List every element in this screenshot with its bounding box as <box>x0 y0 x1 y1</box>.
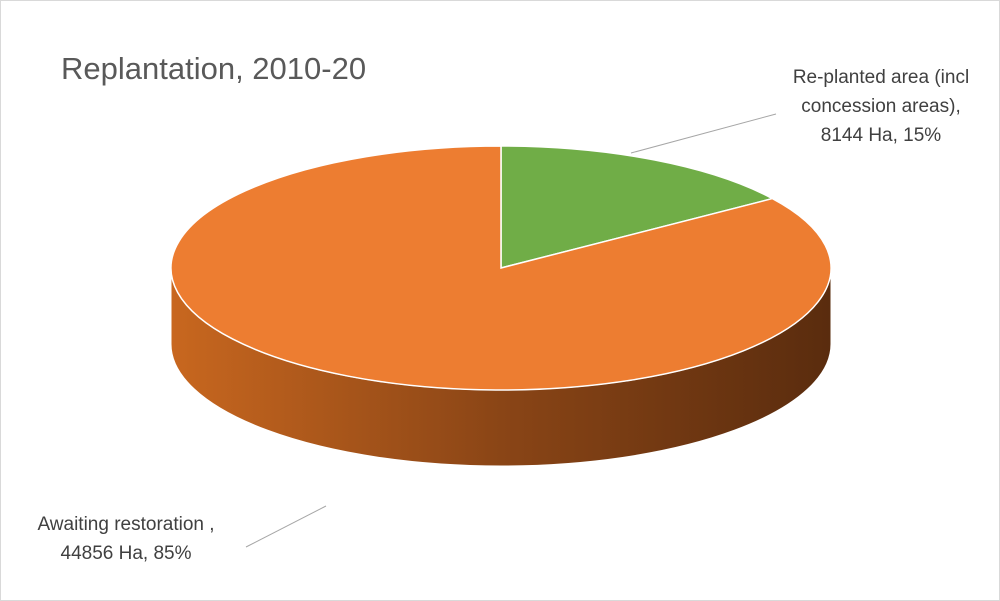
data-label: Awaiting restoration , 44856 Ha, 85% <box>6 510 246 568</box>
leader-line <box>245 505 327 548</box>
pie-slice <box>500 145 775 269</box>
leader-line <box>630 113 777 154</box>
label-category: Awaiting restoration , <box>37 514 215 535</box>
label-value: 44856 Ha, 85% <box>60 543 192 564</box>
chart-title: Replantation, 2010-20 <box>61 51 366 86</box>
label-category: Re-planted area (incl concession areas), <box>792 67 970 117</box>
label-value: 8144 Ha, 15% <box>820 125 942 146</box>
pie-slice <box>170 145 832 391</box>
data-label: Re-planted area (incl concession areas),… <box>781 63 981 150</box>
